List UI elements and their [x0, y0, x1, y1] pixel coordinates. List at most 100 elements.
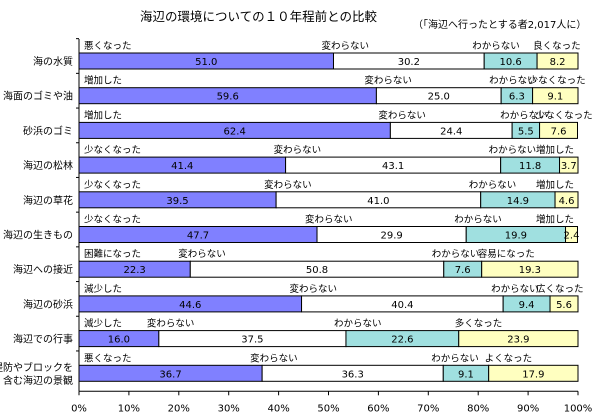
x-tick-label: 100%: [564, 403, 593, 414]
segment-category-label: わからない: [334, 319, 382, 330]
data-label: 36.3: [342, 369, 364, 380]
data-label: 59.6: [217, 92, 239, 103]
segment-category-label: わからない: [431, 353, 479, 364]
data-label: 19.3: [519, 265, 541, 276]
segment-category-label: 変わらない: [264, 179, 312, 191]
data-label: 7.6: [455, 265, 471, 276]
data-label: 44.6: [179, 300, 201, 311]
category-label: 砂浜のゴミ: [23, 124, 73, 137]
category-label: 海面のゴミや油: [3, 90, 73, 103]
segment-category-label: 困難になった: [84, 248, 141, 260]
data-label: 41.4: [171, 161, 193, 172]
data-label: 8.2: [550, 57, 566, 68]
x-tick-label: 20%: [168, 403, 190, 414]
chart-title: 海辺の環境についての１０年程前との比較: [140, 9, 378, 24]
data-label: 9.1: [547, 92, 563, 103]
data-label: 36.7: [159, 369, 181, 380]
category-label: 海辺の草花: [23, 194, 73, 207]
data-label: 5.6: [556, 300, 572, 311]
segment-category-label: わからない: [489, 145, 537, 156]
segment-category-label: 変わらない: [274, 144, 322, 156]
bar-segment: [481, 260, 579, 278]
data-label: 51.0: [195, 57, 217, 68]
data-label: 6.3: [509, 92, 525, 103]
x-tick-label: 80%: [467, 403, 489, 414]
data-label: 40.4: [391, 300, 413, 311]
data-label: 30.2: [398, 57, 420, 68]
segment-category-label: 変わらない: [364, 75, 412, 87]
data-label: 37.5: [241, 335, 263, 346]
bar-segment: [536, 52, 579, 70]
chart-note: （「海辺へ行ったとする者2,017人に）: [413, 20, 587, 31]
bar-segment: [559, 156, 579, 174]
segment-category-label: わからない: [489, 76, 537, 87]
bar-segment: [565, 226, 579, 243]
segment-category-label: 悪くなった: [84, 353, 132, 364]
segment-category-label: 悪くなった: [84, 41, 132, 52]
x-tick-label: 0%: [71, 403, 87, 414]
bar-segment: [549, 295, 579, 313]
x-tick-label: 30%: [218, 403, 240, 414]
data-label: 43.1: [382, 161, 404, 172]
segment-category-label: よくなった: [485, 353, 533, 364]
category-label: 海辺の生きもの: [3, 229, 73, 242]
bar-segment: [554, 191, 579, 209]
data-label: 23.9: [507, 335, 529, 346]
segment-category-label: 増加した: [84, 109, 122, 121]
segment-category-label: わからない: [491, 284, 539, 295]
segment-category-label: 多くなった: [455, 318, 503, 330]
segment-category-label: 広くなった: [536, 283, 584, 295]
bar-segment: [532, 87, 579, 105]
segment-category-label: 減少した: [84, 318, 122, 330]
data-label: 25.0: [428, 92, 450, 103]
segment-category-label: 増加した: [536, 179, 574, 191]
segment-category-label: 増加した: [536, 214, 574, 226]
data-label: 62.4: [224, 126, 246, 137]
data-label: 39.5: [166, 196, 188, 207]
segment-category-label: 増加した: [84, 75, 122, 87]
segment-category-label: 少なくなった: [84, 145, 141, 156]
segment-category-label: 少なくなった: [536, 110, 593, 121]
segment-category-label: 変わらない: [321, 40, 369, 52]
segment-category-label: 変わらない: [378, 109, 426, 121]
data-label: 17.9: [522, 369, 544, 380]
x-tick-label: 40%: [267, 403, 289, 414]
data-label: 22.6: [391, 335, 413, 346]
segment-category-label: わからない: [469, 180, 517, 191]
segment-category-label: 変わらない: [250, 352, 298, 364]
bar-segment: [539, 121, 579, 139]
data-label: 24.4: [440, 126, 462, 137]
segment-category-label: 変わらない: [305, 214, 353, 226]
data-label: 50.8: [306, 265, 328, 276]
x-tick-label: 50%: [317, 403, 339, 414]
data-label: 47.7: [187, 231, 209, 242]
data-label: 7.6: [551, 126, 567, 137]
category-label: 海辺での行事: [13, 333, 73, 346]
data-label: 9.4: [519, 300, 535, 311]
segment-category-label: 変わらない: [147, 318, 195, 330]
category-label: 海辺への接近: [13, 263, 73, 276]
segment-category-label: 容易になった: [478, 248, 535, 260]
data-label: 3.7: [561, 161, 577, 172]
segment-category-label: 増加した: [536, 144, 574, 156]
bar-segment: [488, 364, 579, 382]
segment-category-label: わからない: [432, 249, 480, 260]
segment-category-label: 少なくなった: [84, 215, 141, 226]
data-label: 41.0: [367, 196, 389, 207]
data-label: 22.3: [124, 265, 146, 276]
data-label: 5.5: [518, 126, 534, 137]
data-label: 9.1: [458, 369, 474, 380]
category-label: 海辺の砂浜: [23, 298, 73, 311]
segment-category-label: 減少した: [84, 283, 122, 295]
bar-segment: [458, 330, 579, 348]
category-label: 含む海辺の景観: [3, 374, 73, 387]
x-tick-label: 10%: [118, 403, 140, 414]
data-label: 10.6: [500, 57, 522, 68]
data-label: 16.0: [108, 335, 130, 346]
segment-category-label: わからない: [454, 215, 502, 226]
segment-category-label: わからない: [500, 110, 548, 121]
category-label: 海辺の松林: [23, 159, 73, 172]
data-label: 29.9: [380, 231, 402, 242]
